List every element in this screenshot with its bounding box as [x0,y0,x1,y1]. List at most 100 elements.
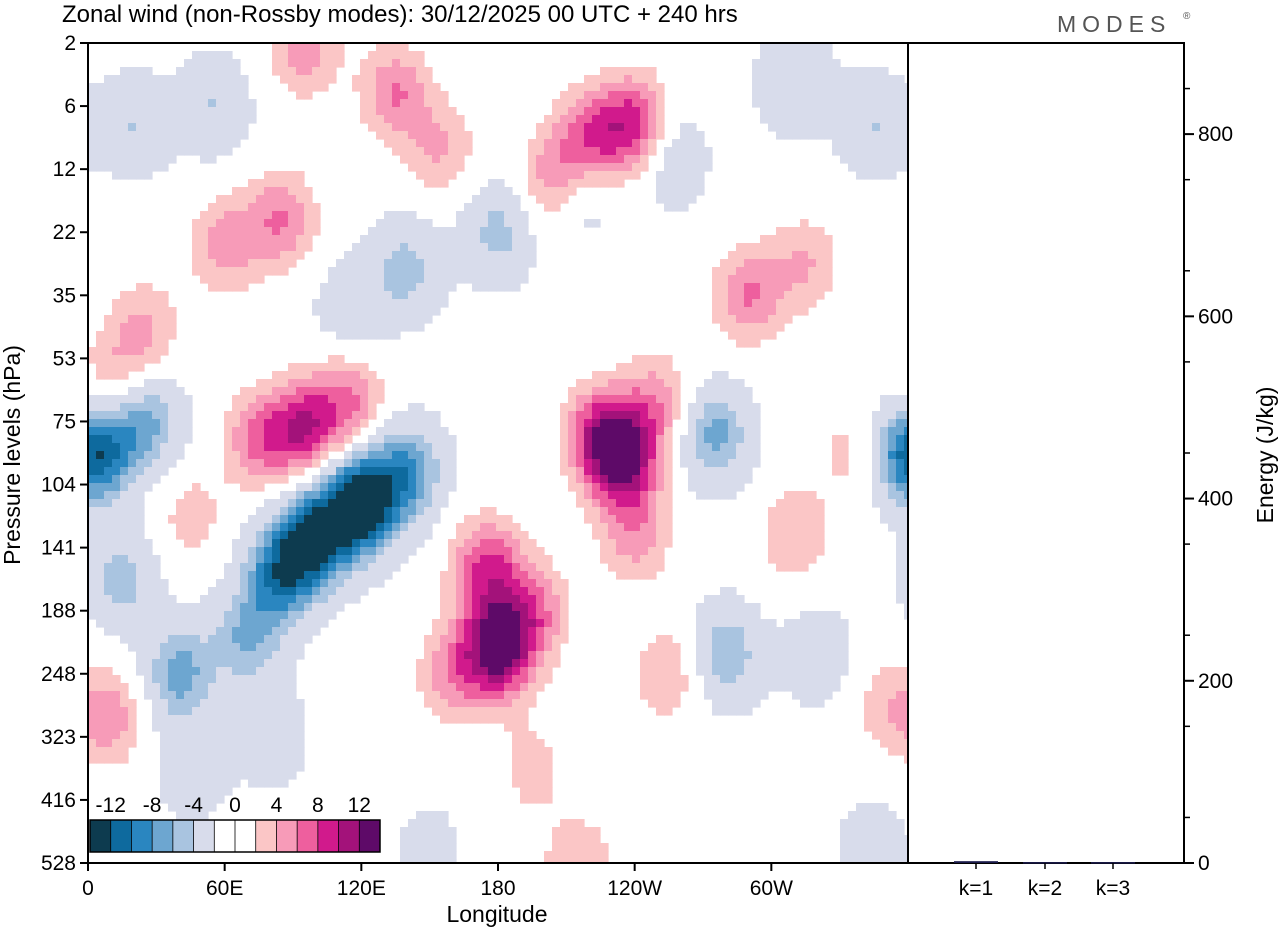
contour-cell [352,515,361,524]
contour-cell [376,427,385,436]
contour-cell [560,835,569,844]
contour-cell [224,595,233,604]
contour-cell [328,611,337,620]
contour-cell [760,67,769,76]
contour-cell [720,459,729,468]
contour-cell [568,419,577,428]
contour-cell [616,491,625,500]
contour-cell [168,419,177,428]
contour-cell [752,99,761,108]
contour-cell [200,651,209,660]
contour-cell [816,627,825,636]
contour-cell [752,627,761,636]
contour-cell [888,139,897,148]
contour-cell [576,419,585,428]
contour-cell [144,99,153,108]
contour-cell [176,787,185,796]
contour-cell [512,755,521,764]
contour-cell [136,443,145,452]
contour-cell [416,411,425,420]
contour-cell [664,523,673,532]
contour-cell [392,267,401,276]
contour-cell [280,627,289,636]
contour-cell [544,587,553,596]
contour-cell [640,651,649,660]
contour-cell [112,747,121,756]
contour-cell [624,539,633,548]
contour-cell [136,411,145,420]
contour-cell [504,243,513,252]
contour-cell [592,75,601,84]
contour-cell [376,331,385,340]
contour-cell [416,859,425,863]
contour-cell [336,587,345,596]
contour-cell [312,555,321,564]
contour-cell [616,571,625,580]
contour-cell [400,107,409,116]
contour-cell [680,675,689,684]
contour-cell [624,547,633,556]
contour-cell [536,131,545,140]
contour-cell [792,627,801,636]
contour-cell [784,235,793,244]
contour-cell [320,363,329,372]
contour-cell [296,715,305,724]
contour-cell [440,427,449,436]
contour-cell [480,235,489,244]
contour-cell [440,291,449,300]
contour-cell [552,619,561,628]
contour-cell [656,171,665,180]
contour-cell [184,755,193,764]
contour-cell [808,299,817,308]
contour-cell [320,307,329,316]
contour-cell [776,643,785,652]
contour-cell [232,755,241,764]
contour-cell [136,539,145,548]
contour-cell [296,51,305,60]
contour-cell [888,811,897,820]
contour-cell [768,267,777,276]
contour-cell [760,115,769,124]
contour-cell [888,459,897,468]
contour-cell [496,707,505,716]
contour-cell [128,411,137,420]
contour-cell [744,243,753,252]
contour-cell [504,235,513,244]
contour-cell [776,683,785,692]
contour-cell [400,139,409,148]
contour-cell [104,555,113,564]
contour-cell [528,659,537,668]
contour-cell [224,707,233,716]
contour-cell [816,67,825,76]
contour-cell [568,179,577,188]
contour-cell [192,491,201,500]
contour-cell [840,859,849,863]
contour-cell [432,299,441,308]
contour-cell [208,771,217,780]
contour-cell [568,467,577,476]
contour-cell [528,699,537,708]
contour-cell [488,699,497,708]
contour-cell [168,795,177,804]
contour-cell [120,107,129,116]
contour-cell [456,123,465,132]
contour-cell [360,467,369,476]
contour-cell [440,459,449,468]
contour-cell [656,523,665,532]
contour-cell [232,675,241,684]
contour-cell [296,555,305,564]
contour-cell [168,155,177,164]
contour-cell [696,171,705,180]
contour-cell [112,739,121,748]
contour-cell [904,395,908,404]
contour-cell [792,691,801,700]
contour-cell [744,475,753,484]
contour-cell [440,859,449,863]
contour-cell [616,531,625,540]
contour-cell [648,443,657,452]
contour-cell [232,627,241,636]
y-tick-label: 53 [53,347,76,370]
contour-cell [432,283,441,292]
contour-cell [240,763,249,772]
contour-cell [688,427,697,436]
